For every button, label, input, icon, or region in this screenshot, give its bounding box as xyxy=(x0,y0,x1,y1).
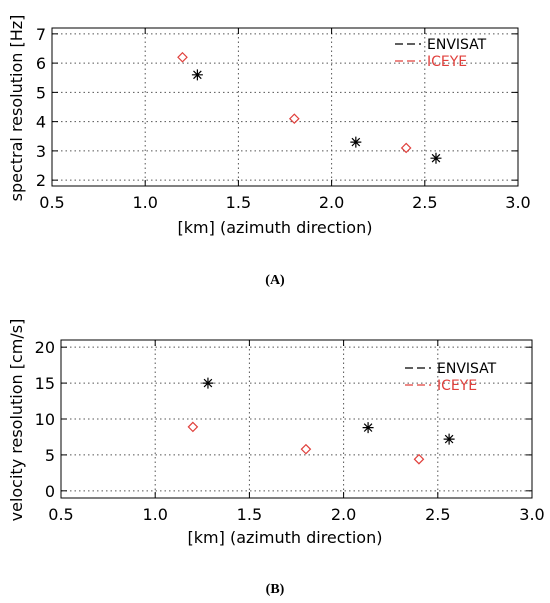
legend-label: ICEYE xyxy=(427,54,467,70)
data-point-iceye xyxy=(413,453,425,465)
y-tick-label: 10 xyxy=(35,410,55,429)
data-point-envisat xyxy=(191,69,203,81)
y-tick-label: 4 xyxy=(36,113,46,132)
y-tick-label: 0 xyxy=(45,482,55,501)
data-point-envisat xyxy=(443,433,455,445)
x-tick-label: 3.0 xyxy=(519,505,544,524)
y-tick-label: 5 xyxy=(45,446,55,465)
data-point-envisat xyxy=(202,377,214,389)
data-point-envisat xyxy=(362,422,374,434)
data-point-iceye xyxy=(177,51,188,63)
y-axis-label: velocity resolution [cm/s] xyxy=(7,319,26,522)
x-tick-label: 2.5 xyxy=(425,505,450,524)
legend-label: ENVISAT xyxy=(437,361,497,377)
plot-frame xyxy=(51,27,519,187)
x-tick-label: 0.5 xyxy=(48,505,73,524)
x-tick-label: 2.0 xyxy=(331,505,356,524)
data-point-iceye xyxy=(400,142,412,154)
x-tick-label: 1.5 xyxy=(226,193,251,212)
x-tick-label: 1.5 xyxy=(237,505,262,524)
chart-panel-a: spectral resolution [Hz] [km] (azimuth d… xyxy=(7,15,531,288)
data-point-iceye xyxy=(187,421,199,433)
x-tick-label: 1.0 xyxy=(142,505,167,524)
data-point-envisat xyxy=(350,136,362,148)
y-tick-label: 5 xyxy=(36,83,46,102)
legend-label: ENVISAT xyxy=(427,37,487,53)
y-tick-label: 6 xyxy=(36,54,46,73)
x-tick-label: 0.5 xyxy=(39,193,64,212)
panel-label: (B) xyxy=(266,582,285,597)
x-axis-label: [km] (azimuth direction) xyxy=(188,528,383,547)
panel-label: (A) xyxy=(265,273,285,288)
data-point-iceye xyxy=(288,113,300,125)
y-axis-label: spectral resolution [Hz] xyxy=(7,15,26,202)
legend-label: ICEYE xyxy=(437,378,477,394)
x-tick-label: 1.0 xyxy=(132,193,157,212)
x-tick-label: 2.0 xyxy=(319,193,344,212)
chart-panel-b: velocity resolution [cm/s] [km] (azimuth… xyxy=(7,319,545,597)
x-axis-label: [km] (azimuth direction) xyxy=(178,218,373,237)
y-tick-label: 3 xyxy=(36,142,46,161)
x-tick-label: 3.0 xyxy=(505,193,530,212)
data-point-iceye xyxy=(300,443,312,455)
y-tick-label: 2 xyxy=(36,171,46,190)
x-tick-label: 2.5 xyxy=(412,193,437,212)
data-point-envisat xyxy=(430,152,442,164)
y-tick-label: 7 xyxy=(36,25,46,44)
y-tick-label: 20 xyxy=(35,338,55,357)
y-tick-label: 15 xyxy=(35,374,55,393)
